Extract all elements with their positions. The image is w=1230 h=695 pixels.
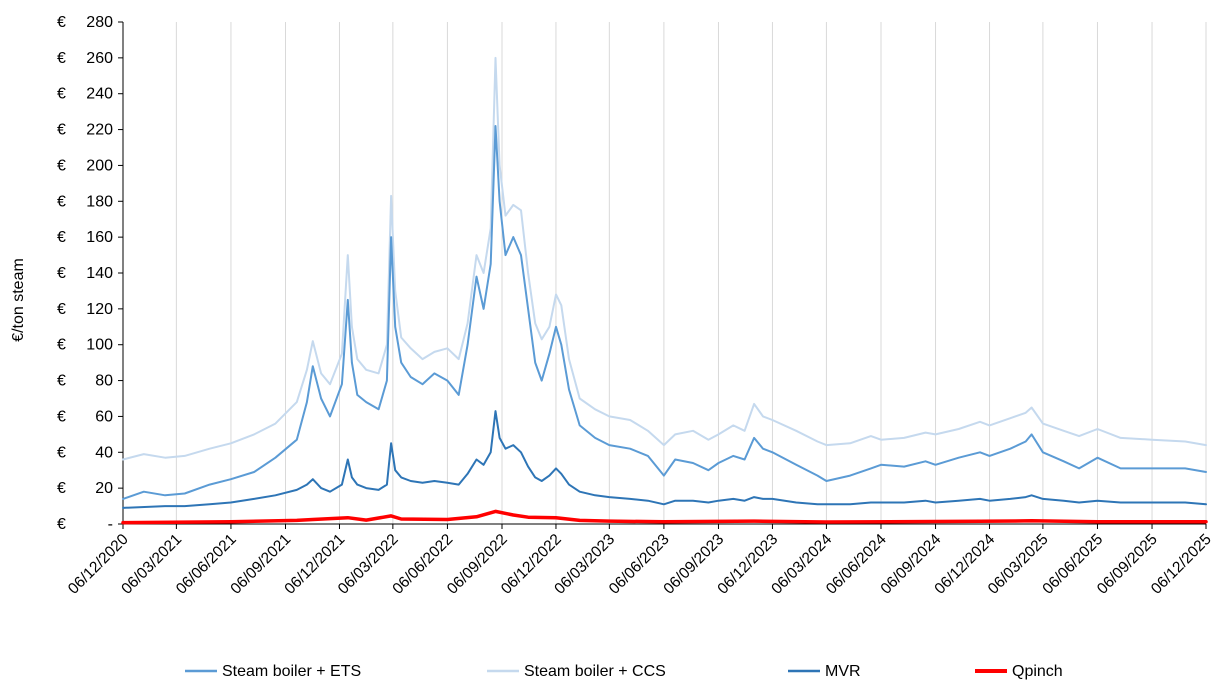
y-tick-currency: € (57, 480, 66, 497)
y-tick-currency: € (57, 86, 66, 103)
legend: Steam boiler + ETS Steam boiler + CCS MVR Q… (185, 663, 1063, 680)
series-line-mvr (122, 410, 1207, 509)
y-axis-label: €/ton steam (10, 258, 27, 342)
y-tick-currency: € (57, 50, 66, 67)
y-tick-currency: € (57, 14, 66, 31)
y-tick-currency: € (57, 193, 66, 210)
y-tick-label: 260 (86, 50, 113, 67)
series-line-steam-boiler-ccs (122, 56, 1207, 461)
y-tick-label: 220 (86, 122, 113, 139)
y-tick-currency: € (57, 337, 66, 354)
y-tick-currency: € (57, 229, 66, 246)
legend-label: Qpinch (1012, 663, 1063, 680)
y-tick-label: 280 (86, 14, 113, 31)
series-line-qpinch (121, 509, 1208, 525)
y-tick-currency: € (57, 444, 66, 461)
series-line-steam-boiler-ets (122, 125, 1207, 500)
y-tick-label: 100 (86, 337, 113, 354)
legend-label: Steam boiler + ETS (222, 663, 361, 680)
y-tick-label: - (108, 516, 113, 533)
y-tick-label: 180 (86, 193, 113, 210)
y-tick-label: 80 (95, 373, 113, 390)
y-tick-label: 240 (86, 86, 113, 103)
y-tick-label: 40 (95, 444, 113, 461)
y-tick-label: 20 (95, 480, 113, 497)
legend-label: Steam boiler + CCS (524, 663, 666, 680)
y-tick-currency: € (57, 301, 66, 318)
y-tick-label: 120 (86, 301, 113, 318)
y-tick-currency: € (57, 408, 66, 425)
y-tick-label: 60 (95, 408, 113, 425)
y-tick-currency: € (57, 157, 66, 174)
x-axis: 06/12/202006/03/202106/06/202106/09/2021… (65, 523, 1215, 598)
y-tick-currency: € (57, 516, 66, 533)
y-tick-currency: € (57, 373, 66, 390)
y-tick-currency: € (57, 122, 66, 139)
vertical-gridlines (122, 22, 1207, 524)
plot-area (121, 56, 1208, 525)
y-tick-label: 160 (86, 229, 113, 246)
y-tick-label: 140 (86, 265, 113, 282)
y-tick-label: 200 (86, 157, 113, 174)
y-axis: € - € 20 € 40 € 60 € 80 € 100 € 120 € 140 € 160 € 180 € 200 € 2… (57, 14, 124, 533)
y-tick-currency: € (57, 265, 66, 282)
legend-label: MVR (825, 663, 861, 680)
